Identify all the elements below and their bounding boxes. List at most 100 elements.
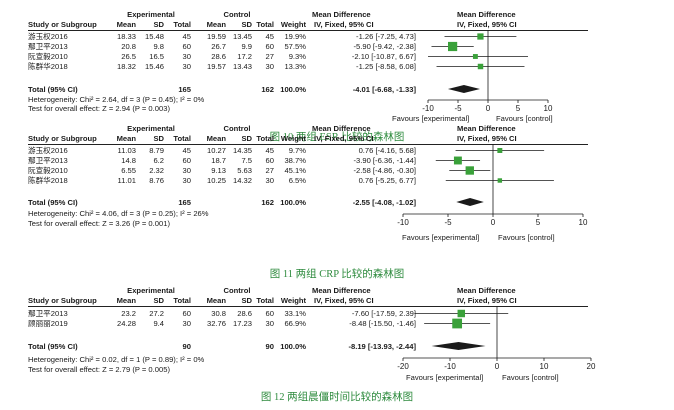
- e-sd: 6.2: [153, 156, 164, 165]
- header-control: Control: [223, 124, 251, 133]
- study-name: 游玉权2016: [28, 32, 68, 41]
- effect-marker: [447, 41, 458, 52]
- e-mean: 14.8: [121, 156, 136, 165]
- c-total: 60: [265, 42, 274, 51]
- x-tick-label: 0: [486, 104, 491, 113]
- favours-left-label: Favours [experimental]: [406, 373, 484, 382]
- study-name: 阮宣毅2010: [28, 166, 68, 175]
- e-mean: 24.28: [116, 319, 136, 328]
- forest-plot-esr: Experimental Control Mean Difference Mea…: [0, 0, 674, 140]
- header-control: Control: [223, 286, 251, 295]
- c-mean: 19.57: [206, 62, 226, 71]
- x-tick-label: 20: [587, 362, 596, 371]
- header-c-sd: SD: [241, 20, 252, 29]
- c-sd: 5.63: [237, 166, 252, 175]
- ci-text: -2.58 [-4.86, -0.30]: [353, 166, 416, 175]
- header-experimental: Experimental: [127, 124, 175, 133]
- header-e-total: Total: [173, 134, 191, 143]
- total-e-n: 90: [182, 342, 191, 351]
- c-sd: 17.23: [232, 319, 252, 328]
- figure-caption: 图 10 两组 ESR 比较的森林图: [269, 132, 405, 143]
- e-sd: 15.46: [144, 62, 164, 71]
- heterogeneity-text: Heterogeneity: Chi² = 4.06, df = 3 (P = …: [28, 209, 209, 218]
- c-total: 45: [265, 32, 274, 41]
- study-name: 阮宣毅2010: [28, 52, 68, 61]
- header-c-total: Total: [256, 134, 274, 143]
- header-c-mean: Mean: [206, 134, 226, 143]
- c-mean: 10.27: [206, 146, 226, 155]
- header-md-title-plot: Mean Difference: [457, 10, 516, 19]
- e-mean: 23.2: [121, 309, 136, 318]
- header-c-total: Total: [256, 20, 274, 29]
- e-sd: 9.4: [153, 319, 164, 328]
- c-mean: 10.25: [206, 176, 226, 185]
- header-e-sd: SD: [153, 296, 164, 305]
- c-total: 60: [265, 156, 274, 165]
- x-tick-label: -10: [397, 218, 409, 227]
- header-rule: [28, 30, 588, 31]
- effect-marker: [465, 166, 474, 175]
- pooled-diamond: [447, 85, 481, 93]
- x-tick-label: 10: [544, 104, 553, 113]
- e-mean: 18.33: [116, 32, 136, 41]
- forest-plot-area: -20 -10 0 10 20: [397, 306, 596, 371]
- c-sd: 14.32: [232, 176, 252, 185]
- header-c-mean: Mean: [206, 296, 226, 305]
- heterogeneity-text: Heterogeneity: Chi² = 0.02, df = 1 (P = …: [28, 355, 205, 364]
- e-sd: 2.32: [149, 166, 164, 175]
- e-sd: 8.76: [149, 176, 164, 185]
- header-e-mean: Mean: [116, 296, 136, 305]
- study-name: 鄢卫平2013: [28, 156, 68, 165]
- c-total: 27: [265, 52, 274, 61]
- e-total: 30: [182, 319, 191, 328]
- header-e-sd: SD: [153, 134, 164, 143]
- x-tick-label: 10: [579, 218, 588, 227]
- header-c-mean: Mean: [206, 20, 226, 29]
- c-mean: 18.7: [211, 156, 226, 165]
- header-md-sub-plot: IV, Fixed, 95% CI: [457, 20, 517, 29]
- ci-text: 0.76 [-4.16, 5.68]: [358, 146, 416, 155]
- total-c-n: 162: [261, 85, 274, 94]
- total-weight: 100.0%: [280, 85, 306, 94]
- study-name: 游玉权2016: [28, 146, 68, 155]
- header-md-title-plot: Mean Difference: [457, 124, 516, 133]
- x-tick-label: 10: [540, 362, 549, 371]
- header-rule: [28, 144, 588, 145]
- c-total: 30: [265, 176, 274, 185]
- x-tick-label: -20: [397, 362, 409, 371]
- c-sd: 13.43: [232, 62, 252, 71]
- effect-marker: [497, 178, 503, 183]
- x-tick-label: 0: [491, 218, 496, 227]
- overall-effect-text: Test for overall effect: Z = 3.26 (P = 0…: [28, 219, 170, 228]
- favours-left-label: Favours [experimental]: [392, 114, 470, 123]
- study-name: 鄢卫平2013: [28, 42, 68, 51]
- header-experimental: Experimental: [127, 286, 175, 295]
- overall-effect-text: Test for overall effect: Z = 2.94 (P = 0…: [28, 104, 170, 113]
- c-mean: 9.13: [211, 166, 226, 175]
- header-study: Study or Subgroup: [28, 20, 97, 29]
- ci-text: -3.90 [-6.36, -1.44]: [353, 156, 416, 165]
- total-weight: 100.0%: [280, 342, 306, 351]
- c-total: 45: [265, 146, 274, 155]
- e-total: 60: [182, 42, 191, 51]
- header-md-sub-plot: IV, Fixed, 95% CI: [457, 134, 517, 143]
- study-name: 陈群华2018: [28, 176, 68, 185]
- forest-plot-morning-stiffness: Experimental Control Mean Difference Mea…: [0, 276, 674, 410]
- weight: 38.7%: [284, 156, 306, 165]
- header-md-title: Mean Difference: [312, 124, 371, 133]
- e-sd: 9.8: [153, 42, 164, 51]
- e-mean: 11.01: [117, 176, 136, 185]
- weight: 33.1%: [284, 309, 306, 318]
- study-name: 鄢卫平2013: [28, 309, 68, 318]
- e-total: 45: [182, 146, 191, 155]
- total-ci-text: -8.19 [-13.93, -2.44]: [348, 342, 416, 351]
- weight: 45.1%: [284, 166, 306, 175]
- x-tick-label: 0: [495, 362, 500, 371]
- e-sd: 27.2: [149, 309, 164, 318]
- c-total: 60: [265, 309, 274, 318]
- header-weight: Weight: [280, 296, 306, 305]
- forest-plot-area: -10 -5 0 5 10: [397, 144, 588, 227]
- x-tick-label: -5: [454, 104, 462, 113]
- header-md-title: Mean Difference: [312, 10, 371, 19]
- c-sd: 13.45: [232, 32, 252, 41]
